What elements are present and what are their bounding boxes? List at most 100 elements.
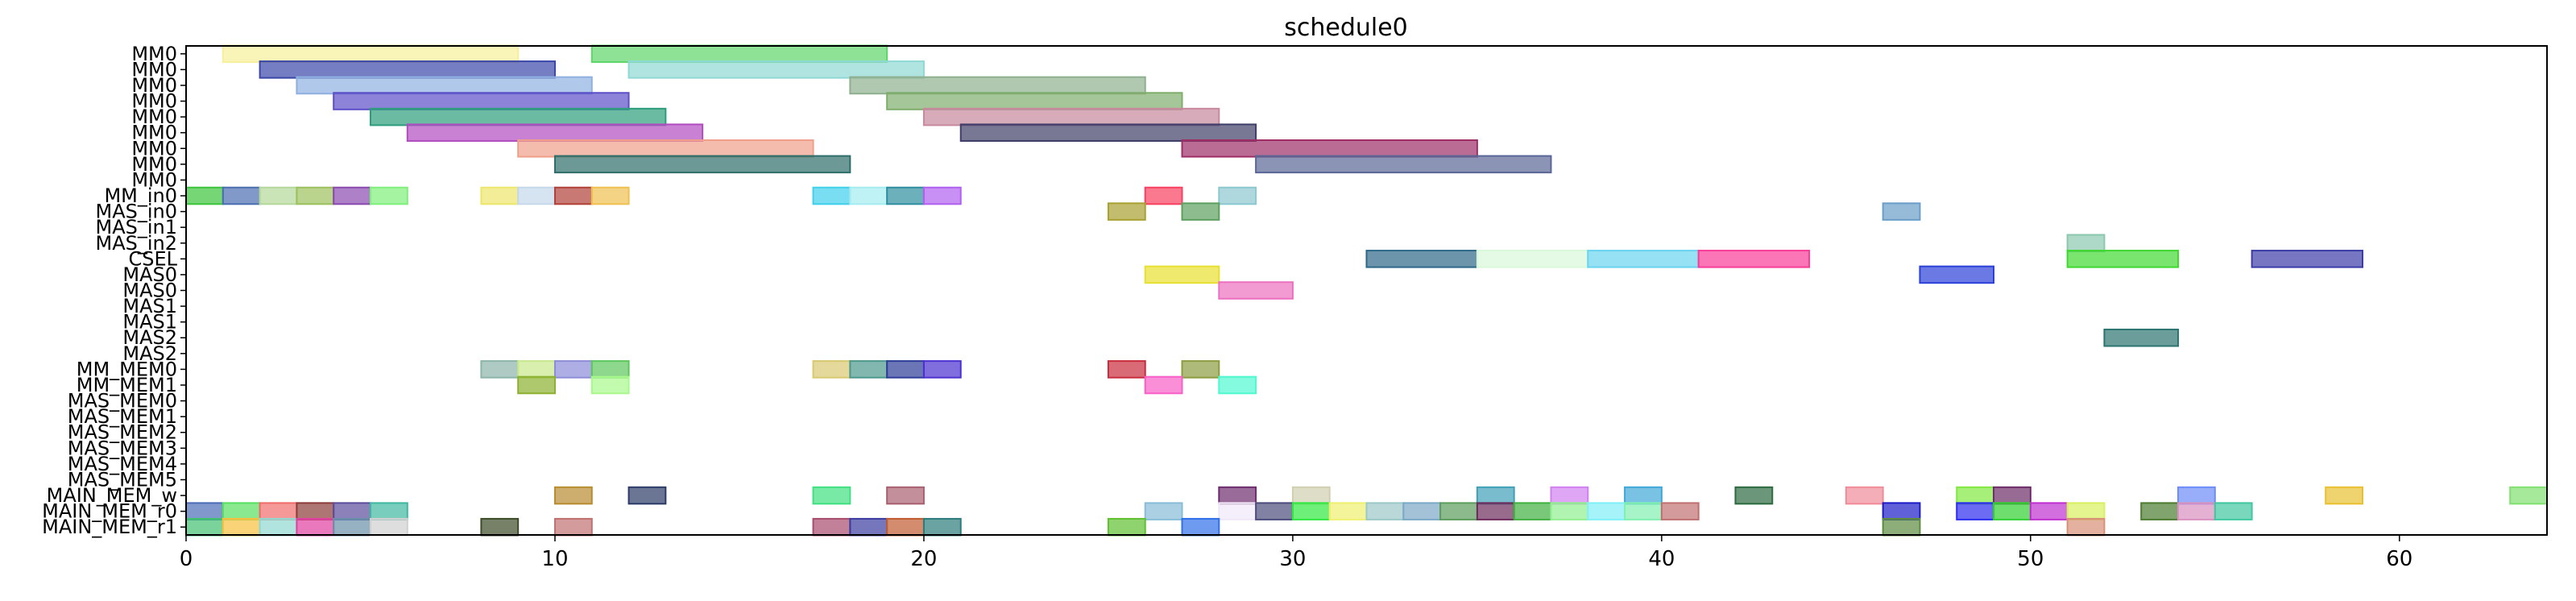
gantt-bar-61 [627,486,667,505]
gantt-bar-43 [1919,265,1995,284]
y-tick-label-16: MAS1 [122,295,177,317]
gantt-bar-21 [369,186,408,205]
gantt-bar-19 [296,186,335,205]
y-tick-label-4: MM0 [131,106,177,128]
gantt-bar-49 [590,360,630,379]
x-axis: 0 10 20 30 40 50 60 [180,535,2412,571]
gantt-bar-105 [222,517,261,537]
x-tick-label-4: 40 [1648,547,1675,571]
gantt-bar-8 [369,107,667,126]
gantt-bar-39 [1697,250,1811,268]
gantt-bar-25 [590,186,630,205]
gantt-bar-9 [922,107,1220,126]
gantt-bar-84 [1255,502,1294,520]
y-tick-label-6: MM0 [131,137,177,160]
plot-frame [185,45,2548,536]
gantt-bar-77 [222,502,261,520]
y-tick-label-19: MAS2 [122,342,177,365]
gantt-bar-13 [1181,139,1478,158]
gantt-bar-35 [2066,234,2106,253]
gantt-bar-22 [480,186,520,205]
gantt-bar-71 [1956,486,1995,505]
gantt-bar-34 [1882,202,1921,221]
gantt-bar-64 [1218,486,1257,505]
gantt-bar-116 [1107,517,1146,537]
y-tick-label-14: MAS0 [122,263,177,286]
y-tick-label-10: MAS_in0 [95,201,177,223]
gantt-bar-6 [333,92,630,110]
gantt-bar-63 [886,486,925,505]
gantt-bar-42 [1144,265,1220,284]
gantt-bar-12 [517,139,814,158]
gantt-bar-24 [553,186,593,205]
x-tick-label-1: 10 [541,547,568,571]
gantt-bar-102 [2177,502,2216,520]
gantt-bar-4 [296,76,593,95]
gantt-bar-26 [812,186,851,205]
gantt-bar-20 [333,186,371,205]
gantt-bar-114 [886,517,925,537]
y-tick-label-8: MM0 [131,168,177,191]
gantt-bar-103 [2214,502,2253,520]
y-tick-label-11: MAS_in1 [95,216,177,238]
gantt-bar-118 [1882,517,1921,537]
y-tick-label-13: CSEL [128,247,177,270]
gantt-bar-66 [1476,486,1515,505]
gantt-bar-83 [1218,502,1257,520]
gantt-bar-56 [517,375,556,395]
gantt-bar-73 [2177,486,2216,505]
y-tick-label-24: MAS_MEM2 [68,421,177,444]
gantt-bar-30 [1144,186,1183,205]
gantt-bar-44 [1218,281,1294,300]
gantt-bar-29 [922,186,962,205]
gantt-bar-40 [2066,250,2180,268]
gantt-bar-37 [1476,250,1589,268]
gantt-bar-31 [1218,186,1257,205]
gantt-bar-52 [886,360,925,379]
gantt-bar-108 [333,517,371,537]
gantt-bar-75 [2509,486,2548,505]
gantt-bar-23 [517,186,556,205]
gantt-bar-94 [1624,502,1663,520]
gantt-bar-117 [1181,517,1220,537]
gantt-bar-11 [959,123,1257,142]
y-tick-label-25: MAS_MEM3 [68,437,177,459]
gantt-bar-32 [1107,202,1146,221]
gantt-bar-28 [886,186,925,205]
y-tick-label-29: MAIN_MEM_r0 [42,500,177,523]
gantt-bar-86 [1328,502,1368,520]
bars-layer [185,44,2548,537]
y-tick-label-18: MAS2 [122,326,177,349]
gantt-bar-10 [406,123,704,142]
gantt-bar-59 [1218,375,1257,395]
gantt-bar-81 [369,502,408,520]
gantt-bar-68 [1624,486,1663,505]
gantt-bar-101 [2140,502,2180,520]
gantt-bar-54 [1107,360,1146,379]
gantt-bar-87 [1365,502,1405,520]
y-tick-label-28: MAIN_MEM_w [47,484,177,507]
gantt-bar-48 [553,360,593,379]
gantt-bar-67 [1550,486,1589,505]
y-tick-label-26: MAS_MEM4 [68,453,177,475]
gantt-bar-85 [1291,502,1331,520]
x-tick-label-3: 30 [1279,547,1306,571]
y-tick-label-27: MAS_MEM5 [68,468,177,491]
y-tick-label-9: MM_in0 [104,184,177,207]
gantt-bar-88 [1402,502,1442,520]
gantt-bar-97 [1956,502,1995,520]
gantt-bar-2 [259,60,556,79]
gantt-bar-51 [849,360,888,379]
gantt-bar-16 [185,186,224,205]
gantt-bar-60 [553,486,593,505]
gantt-bar-119 [2066,517,2106,537]
gantt-bar-3 [627,60,925,79]
gantt-bar-1 [590,44,888,64]
gantt-bar-57 [590,375,630,395]
gantt-bar-107 [296,517,335,537]
gantt-bar-80 [333,502,371,520]
y-tick-label-15: MAS0 [122,280,177,302]
gantt-bar-62 [812,486,851,505]
gantt-bar-115 [922,517,962,537]
gantt-bar-82 [1144,502,1183,520]
